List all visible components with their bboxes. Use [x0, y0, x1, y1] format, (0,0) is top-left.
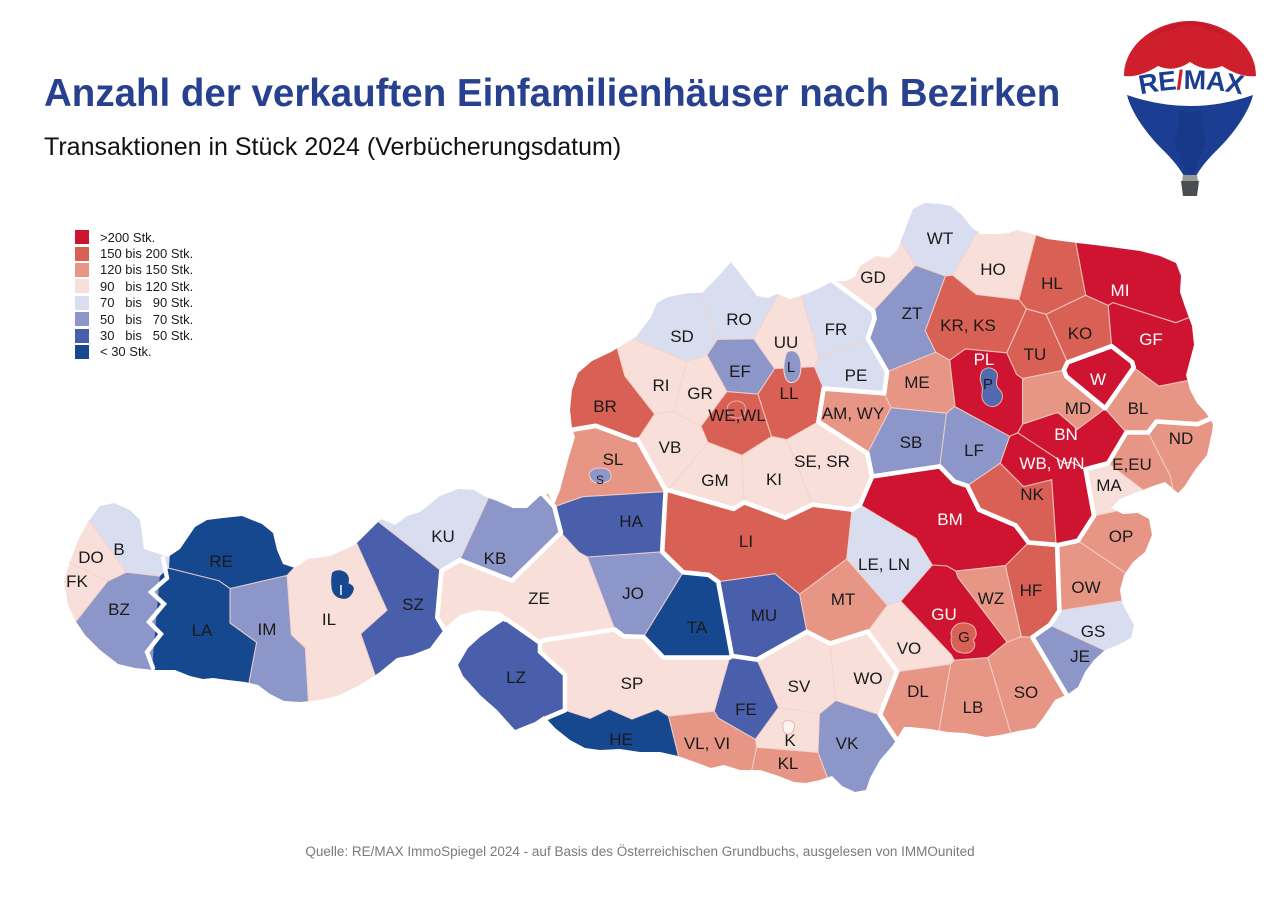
svg-text:VO: VO: [897, 639, 922, 658]
svg-text:JE: JE: [1070, 647, 1090, 666]
svg-text:GM: GM: [701, 471, 728, 490]
svg-text:G: G: [958, 629, 970, 646]
svg-text:DL: DL: [907, 682, 929, 701]
svg-text:AM, WY: AM, WY: [822, 404, 884, 423]
svg-text:TU: TU: [1024, 345, 1047, 364]
svg-text:PE: PE: [845, 366, 868, 385]
svg-text:ZT: ZT: [902, 304, 923, 323]
svg-text:E,EU: E,EU: [1112, 455, 1152, 474]
svg-text:UU: UU: [774, 333, 799, 352]
svg-text:GD: GD: [860, 268, 886, 287]
svg-text:LI: LI: [739, 532, 753, 551]
svg-text:LA: LA: [192, 621, 213, 640]
svg-text:ME: ME: [904, 373, 930, 392]
svg-text:JO: JO: [622, 584, 644, 603]
svg-text:LL: LL: [780, 384, 799, 403]
svg-text:OP: OP: [1109, 527, 1134, 546]
svg-text:GR: GR: [687, 384, 713, 403]
svg-text:FE: FE: [735, 700, 757, 719]
svg-text:SV: SV: [788, 677, 811, 696]
svg-text:SB: SB: [900, 433, 923, 452]
svg-text:FK: FK: [66, 572, 88, 591]
svg-text:VK: VK: [836, 734, 859, 753]
svg-text:GF: GF: [1139, 330, 1163, 349]
svg-text:RI: RI: [653, 376, 670, 395]
svg-text:KI: KI: [766, 470, 782, 489]
svg-text:MU: MU: [751, 606, 777, 625]
svg-text:WT: WT: [927, 229, 953, 248]
svg-text:BL: BL: [1128, 399, 1149, 418]
svg-text:SL: SL: [603, 450, 624, 469]
svg-text:RE: RE: [209, 552, 233, 571]
svg-text:BM: BM: [937, 510, 963, 529]
svg-text:I: I: [339, 582, 343, 599]
svg-text:BN: BN: [1054, 425, 1078, 444]
svg-text:RO: RO: [726, 310, 752, 329]
svg-text:GU: GU: [931, 605, 957, 624]
svg-text:K: K: [784, 731, 796, 750]
svg-text:IM: IM: [258, 620, 277, 639]
svg-text:P: P: [983, 376, 993, 393]
svg-text:GS: GS: [1081, 622, 1106, 641]
svg-text:PL: PL: [974, 350, 995, 369]
svg-text:NK: NK: [1020, 485, 1044, 504]
svg-text:MT: MT: [831, 590, 856, 609]
svg-text:LB: LB: [963, 698, 984, 717]
svg-text:B: B: [113, 540, 124, 559]
svg-text:W: W: [1090, 370, 1106, 389]
svg-text:MI: MI: [1111, 281, 1130, 300]
svg-text:WE,WL: WE,WL: [708, 406, 766, 425]
svg-text:HA: HA: [619, 512, 643, 531]
svg-text:MD: MD: [1065, 399, 1091, 418]
svg-text:S: S: [596, 473, 604, 487]
svg-text:HL: HL: [1041, 274, 1063, 293]
svg-text:RE/MAX: RE/MAX: [1136, 65, 1246, 100]
svg-text:SE, SR: SE, SR: [794, 452, 850, 471]
svg-text:ND: ND: [1169, 429, 1194, 448]
svg-text:IL: IL: [322, 610, 336, 629]
svg-text:HO: HO: [980, 260, 1006, 279]
svg-text:KB: KB: [484, 549, 507, 568]
svg-text:WZ: WZ: [978, 589, 1004, 608]
svg-text:ZE: ZE: [528, 589, 550, 608]
svg-text:EF: EF: [729, 362, 751, 381]
svg-text:DO: DO: [78, 548, 104, 567]
svg-text:SO: SO: [1014, 683, 1039, 702]
svg-text:VL, VI: VL, VI: [684, 734, 730, 753]
svg-text:BR: BR: [593, 397, 617, 416]
svg-text:WB, WN: WB, WN: [1019, 454, 1084, 473]
svg-text:FR: FR: [825, 320, 848, 339]
svg-text:SP: SP: [621, 674, 644, 693]
svg-text:L: L: [787, 359, 795, 376]
svg-text:LZ: LZ: [506, 668, 526, 687]
svg-text:KL: KL: [778, 754, 799, 773]
svg-text:SD: SD: [670, 327, 694, 346]
svg-text:HE: HE: [609, 730, 633, 749]
svg-text:SZ: SZ: [402, 595, 424, 614]
svg-text:BZ: BZ: [108, 600, 130, 619]
svg-text:KU: KU: [431, 527, 455, 546]
svg-text:MA: MA: [1096, 476, 1122, 495]
svg-text:LE, LN: LE, LN: [858, 555, 910, 574]
svg-text:KO: KO: [1068, 324, 1093, 343]
svg-text:OW: OW: [1071, 578, 1100, 597]
svg-text:TA: TA: [687, 618, 708, 637]
svg-text:KR, KS: KR, KS: [940, 316, 996, 335]
svg-text:VB: VB: [659, 438, 682, 457]
svg-text:LF: LF: [964, 441, 984, 460]
svg-text:HF: HF: [1020, 581, 1043, 600]
svg-text:WO: WO: [853, 669, 882, 688]
